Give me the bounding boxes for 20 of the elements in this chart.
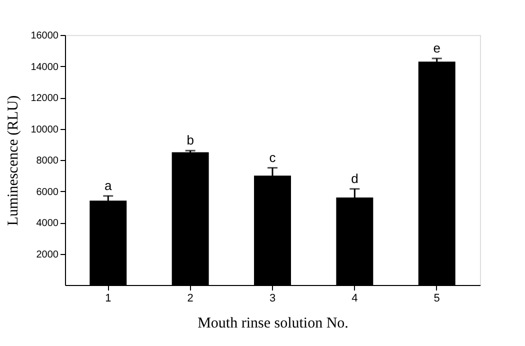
x-tick-label: 3 — [269, 292, 276, 304]
x-tick-label: 4 — [352, 292, 358, 304]
annotation: b — [186, 132, 194, 148]
annotation: d — [351, 170, 358, 186]
annotation: a — [104, 178, 113, 193]
y-axis-title: Luminescence (RLU) — [6, 95, 22, 226]
y-tick-label: 8000 — [36, 156, 59, 166]
y-tick-label: 6000 — [36, 186, 59, 198]
y-tick-label: 4000 — [36, 218, 59, 229]
x-tick-label: 5 — [434, 292, 440, 304]
annotation: c — [269, 150, 276, 165]
x-tick-label: 2 — [187, 292, 194, 304]
y-tick-label: 12000 — [30, 93, 59, 104]
x-axis-title: Mouth rinse solution No. — [198, 316, 348, 332]
x-tick-label: 1 — [105, 292, 112, 304]
y-tick-label: 16000 — [30, 30, 59, 42]
y-tick-label: 10000 — [30, 124, 59, 136]
annotation: e — [433, 40, 440, 56]
y-tick-label: 14000 — [30, 62, 59, 73]
y-tick-label: 2000 — [36, 249, 59, 260]
